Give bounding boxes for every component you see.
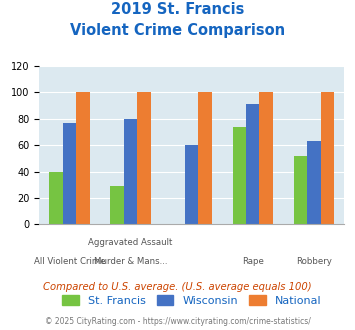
Text: Murder & Mans...: Murder & Mans... [94, 257, 168, 266]
Bar [307, 141, 321, 224]
Text: © 2025 CityRating.com - https://www.cityrating.com/crime-statistics/: © 2025 CityRating.com - https://www.city… [45, 317, 310, 326]
Bar [198, 92, 212, 224]
Bar [321, 92, 334, 224]
Bar [246, 104, 260, 224]
Text: 2019 St. Francis: 2019 St. Francis [111, 2, 244, 16]
Legend: St. Francis, Wisconsin, National: St. Francis, Wisconsin, National [58, 291, 326, 311]
Bar [233, 127, 246, 224]
Bar [137, 92, 151, 224]
Bar [185, 145, 198, 224]
Text: Aggravated Assault: Aggravated Assault [88, 238, 173, 247]
Bar [110, 186, 124, 224]
Text: Compared to U.S. average. (U.S. average equals 100): Compared to U.S. average. (U.S. average … [43, 282, 312, 292]
Bar [260, 92, 273, 224]
Text: Robbery: Robbery [296, 257, 332, 266]
Bar [49, 172, 63, 224]
Bar [294, 156, 307, 224]
Text: Rape: Rape [242, 257, 264, 266]
Bar [124, 119, 137, 224]
Text: All Violent Crime: All Violent Crime [34, 257, 105, 266]
Bar [76, 92, 90, 224]
Text: Violent Crime Comparison: Violent Crime Comparison [70, 23, 285, 38]
Bar [63, 123, 76, 224]
